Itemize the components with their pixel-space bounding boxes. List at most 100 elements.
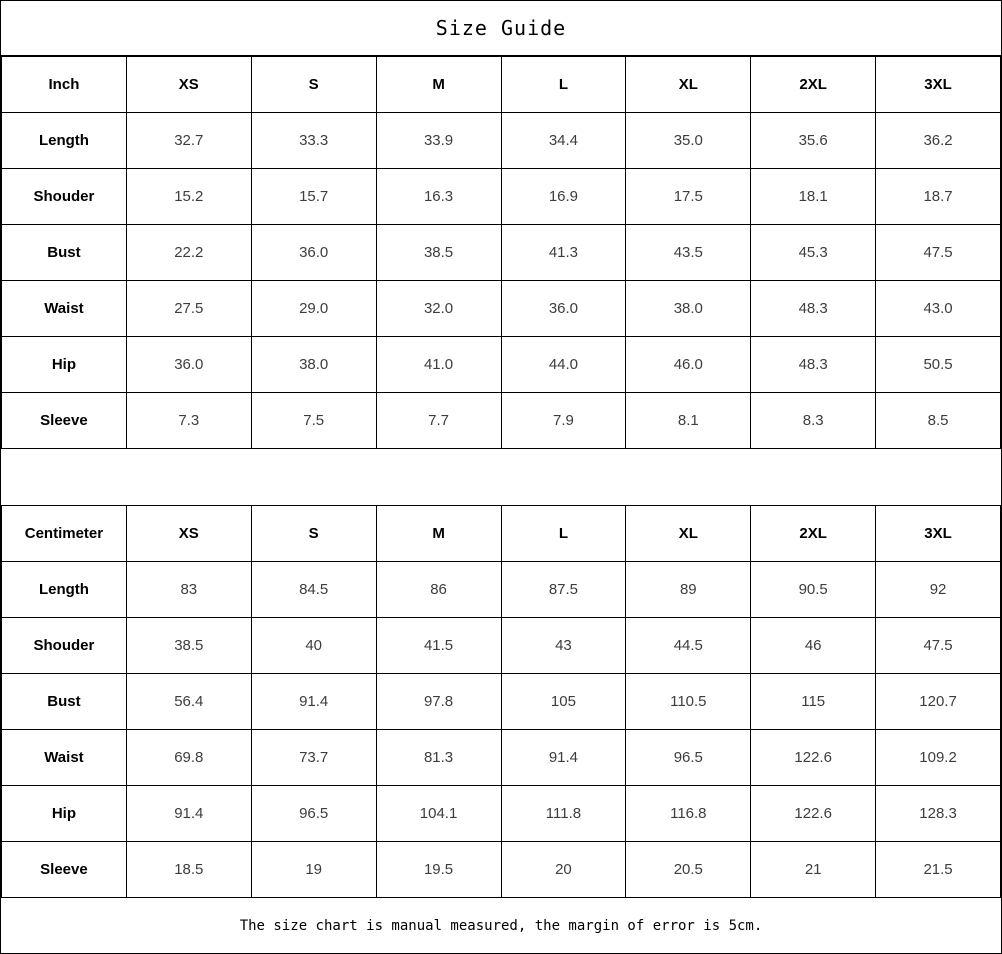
table-gap-spacer <box>1 449 1001 505</box>
value-cell: 36.0 <box>250 224 377 281</box>
value-cell: 48.3 <box>750 336 877 393</box>
value-cell: 104.1 <box>375 785 502 842</box>
value-cell: 44.0 <box>500 336 627 393</box>
value-cell: 8.1 <box>625 392 752 449</box>
size-header-cell: S <box>250 56 377 113</box>
value-cell: 84.5 <box>250 561 377 618</box>
value-cell: 18.5 <box>125 841 252 898</box>
row-label-cell: Shouder <box>1 617 127 674</box>
value-cell: 36.0 <box>500 280 627 337</box>
table-row: Length 83 84.5 86 87.5 89 90.5 92 <box>1 561 1001 618</box>
table-row: Shouder 15.2 15.7 16.3 16.9 17.5 18.1 18.7 <box>1 168 1001 225</box>
value-cell: 43.0 <box>875 280 1001 337</box>
value-cell: 15.2 <box>125 168 252 225</box>
value-cell: 33.9 <box>375 112 502 169</box>
value-cell: 7.9 <box>500 392 627 449</box>
value-cell: 16.3 <box>375 168 502 225</box>
row-label-cell: Length <box>1 112 127 169</box>
value-cell: 43.5 <box>625 224 752 281</box>
value-cell: 46 <box>750 617 877 674</box>
size-header-cell: S <box>250 505 377 562</box>
row-label-cell: Sleeve <box>1 841 127 898</box>
table-row: Hip 91.4 96.5 104.1 111.8 116.8 122.6 128.3 <box>1 785 1001 842</box>
value-cell: 48.3 <box>750 280 877 337</box>
value-cell: 35.6 <box>750 112 877 169</box>
value-cell: 69.8 <box>125 729 252 786</box>
value-cell: 109.2 <box>875 729 1001 786</box>
value-cell: 29.0 <box>250 280 377 337</box>
value-cell: 33.3 <box>250 112 377 169</box>
row-label-cell: Bust <box>1 224 127 281</box>
table-row: Hip 36.0 38.0 41.0 44.0 46.0 48.3 50.5 <box>1 336 1001 393</box>
table-row: Sleeve 18.5 19 19.5 20 20.5 21 21.5 <box>1 841 1001 898</box>
size-header-cell: 3XL <box>875 505 1001 562</box>
value-cell: 18.7 <box>875 168 1001 225</box>
size-header-cell: 2XL <box>750 505 877 562</box>
value-cell: 90.5 <box>750 561 877 618</box>
value-cell: 41.3 <box>500 224 627 281</box>
page-title: Size Guide <box>1 1 1001 56</box>
value-cell: 91.4 <box>500 729 627 786</box>
size-header-cell: XS <box>125 56 252 113</box>
value-cell: 83 <box>125 561 252 618</box>
table-row: Bust 56.4 91.4 97.8 105 110.5 115 120.7 <box>1 673 1001 730</box>
table-row: Waist 27.5 29.0 32.0 36.0 38.0 48.3 43.0 <box>1 280 1001 337</box>
value-cell: 38.5 <box>375 224 502 281</box>
unit-header-cell: Inch <box>1 56 127 113</box>
size-header-cell: XL <box>625 56 752 113</box>
row-label-cell: Hip <box>1 785 127 842</box>
value-cell: 116.8 <box>625 785 752 842</box>
size-header-cell: XS <box>125 505 252 562</box>
value-cell: 120.7 <box>875 673 1001 730</box>
value-cell: 115 <box>750 673 877 730</box>
size-header-cell: 2XL <box>750 56 877 113</box>
table-row: Waist 69.8 73.7 81.3 91.4 96.5 122.6 109.2 <box>1 729 1001 786</box>
row-label-cell: Shouder <box>1 168 127 225</box>
value-cell: 50.5 <box>875 336 1001 393</box>
row-label-cell: Bust <box>1 673 127 730</box>
value-cell: 15.7 <box>250 168 377 225</box>
value-cell: 34.4 <box>500 112 627 169</box>
value-cell: 7.5 <box>250 392 377 449</box>
value-cell: 19.5 <box>375 841 502 898</box>
value-cell: 96.5 <box>625 729 752 786</box>
value-cell: 21 <box>750 841 877 898</box>
value-cell: 92 <box>875 561 1001 618</box>
table-row: Length 32.7 33.3 33.9 34.4 35.0 35.6 36.2 <box>1 112 1001 169</box>
value-cell: 56.4 <box>125 673 252 730</box>
value-cell: 97.8 <box>375 673 502 730</box>
value-cell: 44.5 <box>625 617 752 674</box>
value-cell: 91.4 <box>250 673 377 730</box>
value-cell: 105 <box>500 673 627 730</box>
value-cell: 8.3 <box>750 392 877 449</box>
value-cell: 32.7 <box>125 112 252 169</box>
inch-size-table: Inch XS S M L XL 2XL 3XL Length 32.7 33.3 33.9 34.4 3… <box>1 56 1001 449</box>
table-row: Bust 22.2 36.0 38.5 41.3 43.5 45.3 47.5 <box>1 224 1001 281</box>
value-cell: 16.9 <box>500 168 627 225</box>
value-cell: 38.5 <box>125 617 252 674</box>
value-cell: 122.6 <box>750 785 877 842</box>
footer-note: The size chart is manual measured, the m… <box>239 917 763 934</box>
header-row: Inch XS S M L XL 2XL 3XL <box>1 56 1001 113</box>
value-cell: 20 <box>500 841 627 898</box>
value-cell: 36.0 <box>125 336 252 393</box>
row-label-cell: Hip <box>1 336 127 393</box>
value-cell: 96.5 <box>250 785 377 842</box>
size-header-cell: 3XL <box>875 56 1001 113</box>
value-cell: 47.5 <box>875 224 1001 281</box>
size-header-cell: XL <box>625 505 752 562</box>
table-row: Shouder 38.5 40 41.5 43 44.5 46 47.5 <box>1 617 1001 674</box>
value-cell: 41.0 <box>375 336 502 393</box>
row-label-cell: Sleeve <box>1 392 127 449</box>
table-row: Sleeve 7.3 7.5 7.7 7.9 8.1 8.3 8.5 <box>1 392 1001 449</box>
value-cell: 27.5 <box>125 280 252 337</box>
value-cell: 38.0 <box>625 280 752 337</box>
value-cell: 41.5 <box>375 617 502 674</box>
value-cell: 20.5 <box>625 841 752 898</box>
value-cell: 17.5 <box>625 168 752 225</box>
value-cell: 110.5 <box>625 673 752 730</box>
unit-header-cell: Centimeter <box>1 505 127 562</box>
value-cell: 45.3 <box>750 224 877 281</box>
value-cell: 36.2 <box>875 112 1001 169</box>
row-label-cell: Waist <box>1 729 127 786</box>
